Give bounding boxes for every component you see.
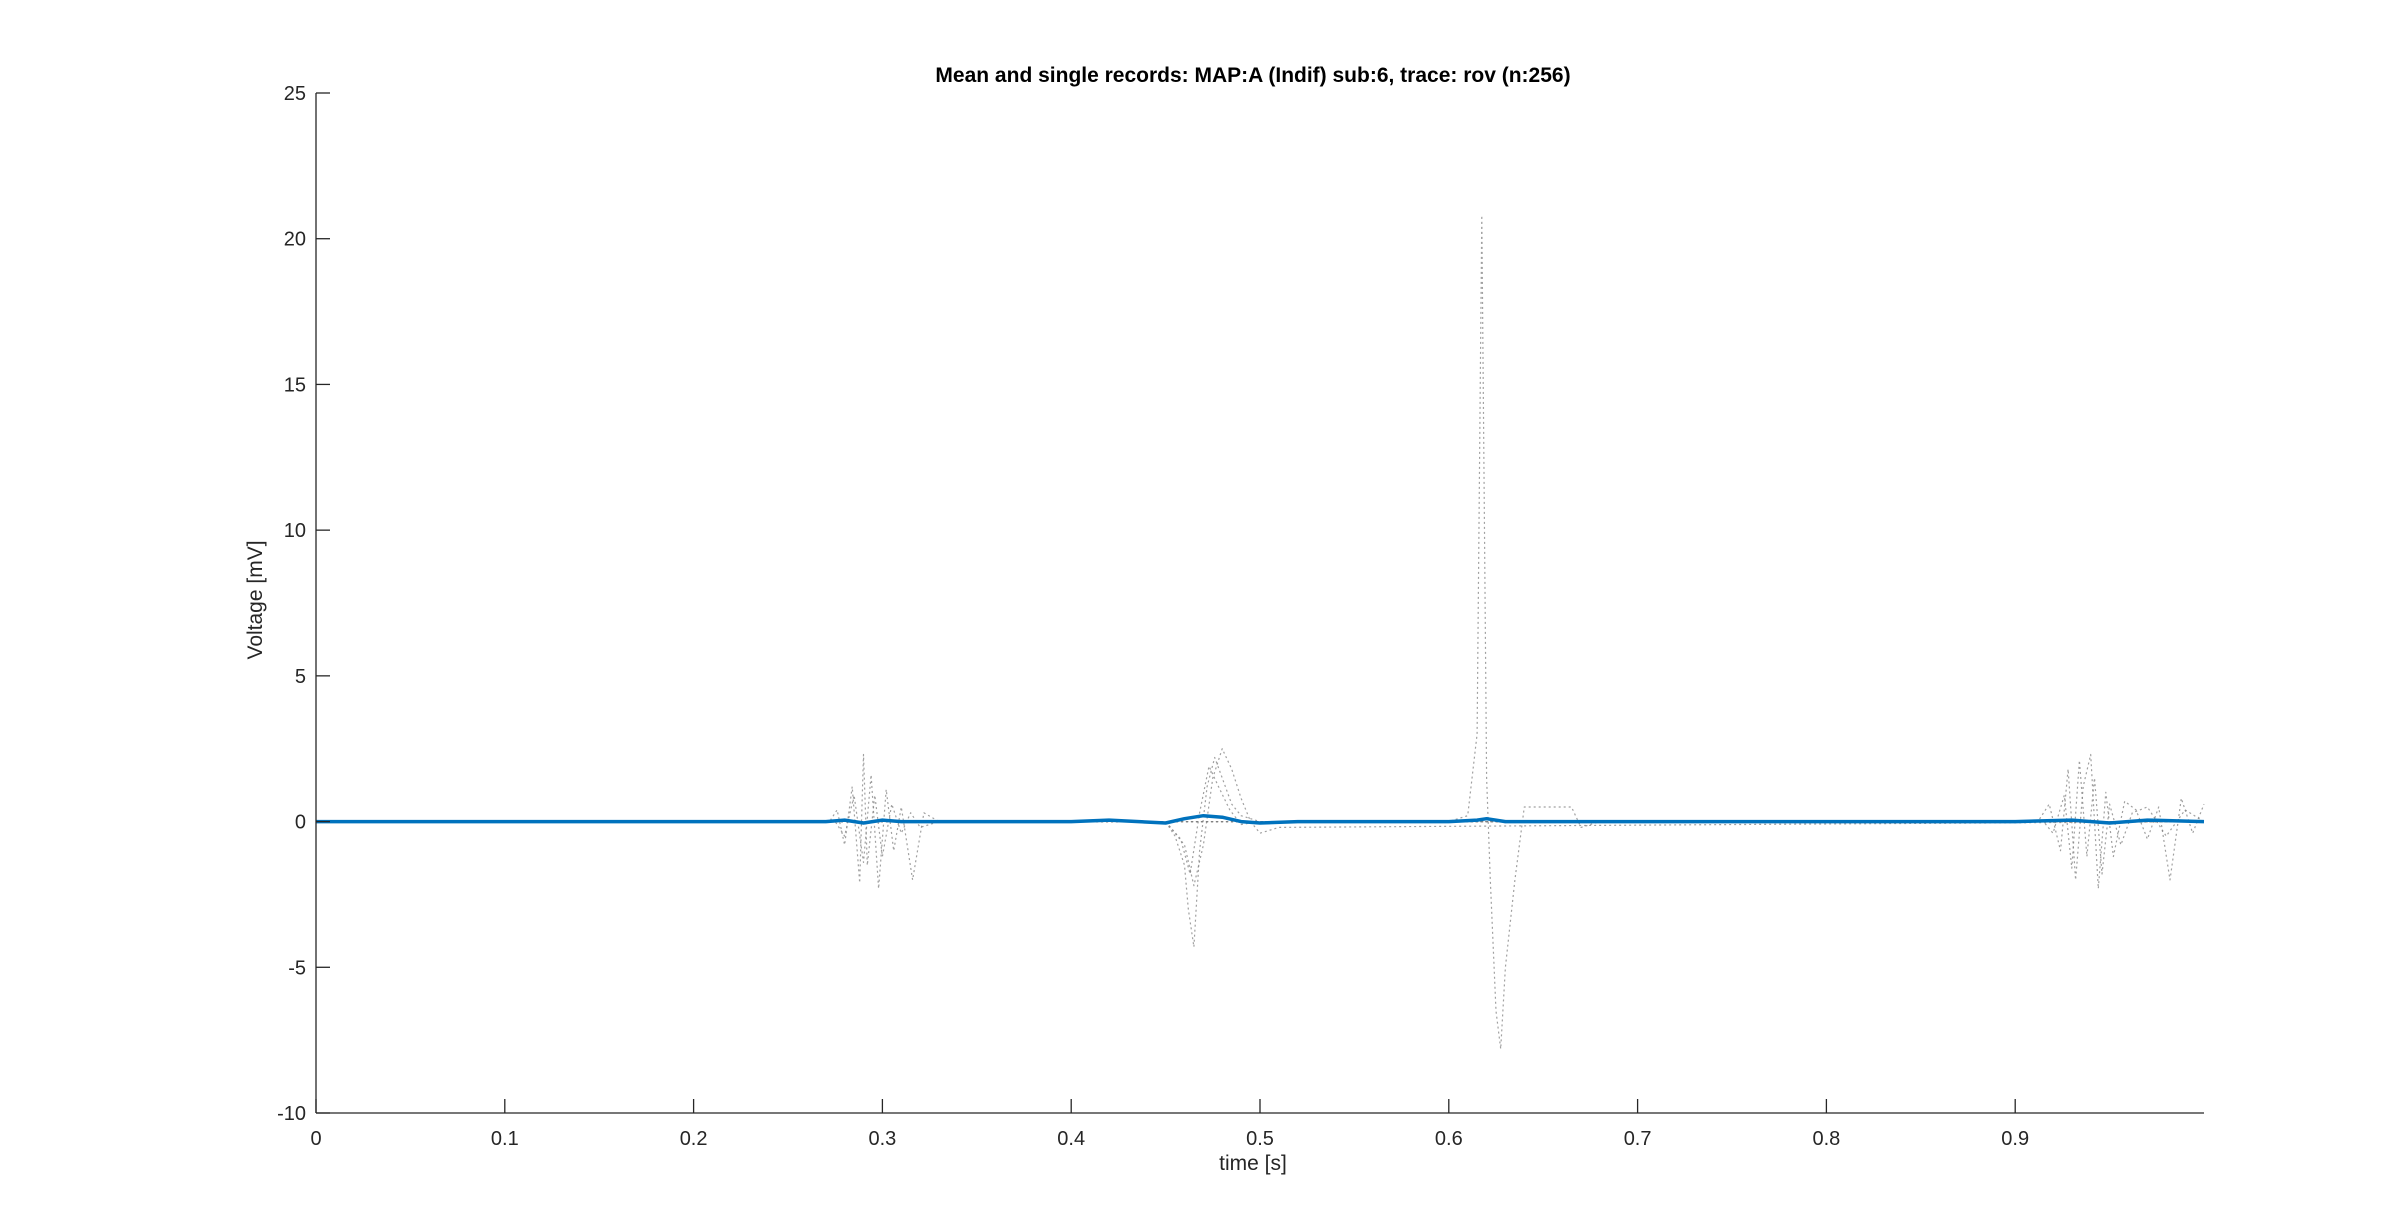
y-tick-label: 25: [284, 83, 306, 105]
y-tick-label: 0: [295, 812, 306, 834]
series-line-single-record-2: [316, 756, 2204, 948]
series-line-single-record-7: [316, 753, 2205, 890]
y-axis-label: Voltage [mV]: [244, 540, 267, 659]
traces-layer: [316, 214, 2205, 1050]
series-line-single-record-5: [316, 753, 2204, 884]
chart-title: Mean and single records: MAP:A (Indif) s…: [935, 64, 1570, 87]
y-tick-label: -10: [277, 1103, 306, 1125]
axes-layer: 0 0.1 0.2 0.3 0.4 0.5 0.6 0.7 0.8 0.9 -10 -5 0 5 10 15 2…: [277, 83, 2204, 1150]
y-tick-label: -5: [288, 957, 306, 979]
y-tick-label: 15: [284, 374, 306, 396]
x-tick-label: 0.2: [680, 1128, 708, 1150]
series-line-mean: [316, 813, 2205, 825]
y-tick-label: 10: [284, 520, 306, 542]
x-tick-label: 0.4: [1057, 1128, 1085, 1150]
x-tick-label: 0.7: [1624, 1128, 1652, 1150]
series-line-single-record-1: [316, 214, 2204, 1050]
y-tick-label: 20: [284, 229, 306, 251]
x-tick-label: 0: [310, 1128, 321, 1150]
x-tick-label: 0.9: [2001, 1128, 2029, 1150]
x-tick-label: 0.8: [1812, 1128, 1840, 1150]
plot-area: 0 0.1 0.2 0.3 0.4 0.5 0.6 0.7 0.8 0.9 -10 -5 0 5 10 15 2…: [277, 83, 2205, 1150]
y-tick-label: 5: [295, 666, 306, 688]
x-tick-label: 0.5: [1246, 1128, 1274, 1150]
x-tick-label: 0.3: [868, 1128, 896, 1150]
x-axis-label: time [s]: [1219, 1152, 1287, 1175]
x-tick-label: 0.1: [491, 1128, 519, 1150]
x-tick-label: 0.6: [1435, 1128, 1463, 1150]
series-line-single-record-3: [316, 748, 2205, 887]
